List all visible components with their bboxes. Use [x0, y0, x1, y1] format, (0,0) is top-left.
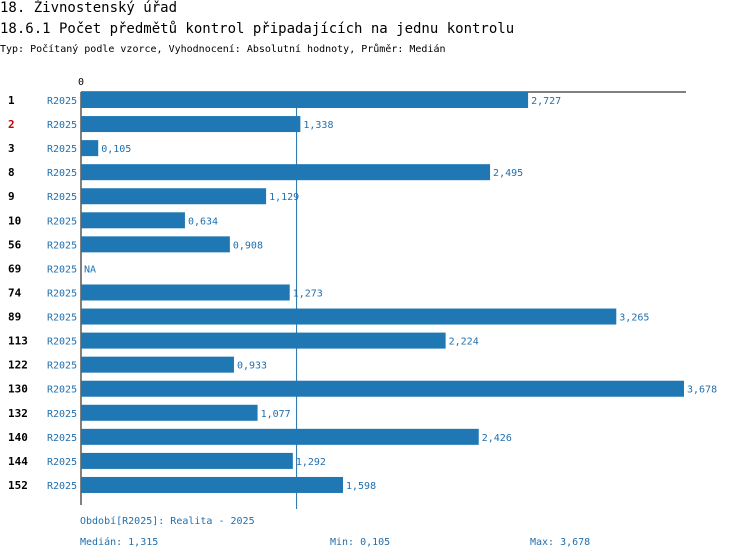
value-label: 1,292: [296, 457, 326, 468]
x-axis-zero-label: 0: [78, 77, 84, 88]
value-label: 3,265: [619, 313, 649, 324]
footer-max: Max: 3,678: [530, 537, 591, 548]
value-label: 1,598: [346, 481, 376, 492]
footer-median: Medián: 1,315: [80, 537, 159, 548]
category-label: 2: [8, 118, 15, 131]
bar: [81, 92, 529, 108]
series-label: R2025: [47, 481, 77, 492]
bar: [81, 476, 343, 493]
value-label: 1,338: [303, 120, 333, 131]
value-label: 0,908: [233, 240, 263, 251]
category-label: 144: [8, 455, 28, 468]
series-label: R2025: [47, 313, 77, 324]
category-label: 89: [8, 311, 21, 324]
series-label: R2025: [47, 361, 77, 372]
series-label: R2025: [47, 409, 77, 420]
series-label: R2025: [47, 433, 77, 444]
value-label: 3,678: [687, 385, 717, 396]
chart-title: 18. Živnostenský úřad: [0, 0, 178, 16]
category-label: 9: [8, 190, 15, 203]
category-label: 69: [8, 262, 21, 275]
value-label: 1,273: [293, 288, 323, 299]
value-label: 2,426: [482, 433, 512, 444]
footer-min: Min: 0,105: [330, 537, 391, 548]
category-label: 140: [8, 431, 28, 444]
chart-subtitle: 18.6.1 Počet předmětů kontrol připadajíc…: [0, 21, 515, 37]
series-label: R2025: [47, 120, 77, 131]
series-label: R2025: [47, 192, 77, 203]
series-label: R2025: [47, 96, 77, 107]
value-label: 1,077: [261, 409, 291, 420]
series-label: R2025: [47, 144, 77, 155]
value-label: 2,495: [493, 168, 523, 179]
bar: [81, 116, 301, 133]
category-label: 130: [8, 383, 28, 396]
bar: [81, 188, 267, 205]
category-label: 132: [8, 407, 28, 420]
series-label: R2025: [47, 337, 77, 348]
chart-type-line: Typ: Počítaný podle vzorce, Vyhodnocení:…: [0, 44, 446, 55]
value-label: 0,933: [237, 361, 267, 372]
bar: [81, 164, 491, 181]
category-label: 122: [8, 359, 28, 372]
category-label: 56: [8, 238, 22, 251]
bar: [81, 140, 99, 157]
series-label: R2025: [47, 264, 77, 275]
series-label: R2025: [47, 288, 77, 299]
category-label: 113: [8, 335, 28, 348]
value-label: 1,129: [269, 192, 299, 203]
series-label: R2025: [47, 457, 77, 468]
bar: [81, 332, 446, 349]
bar: [81, 428, 479, 445]
bar: [81, 404, 258, 421]
bar: [81, 308, 617, 325]
value-label: 2,224: [449, 337, 479, 348]
value-label: 0,105: [101, 144, 131, 155]
bar: [81, 284, 290, 301]
bar: [81, 452, 293, 469]
category-label: 1: [8, 94, 15, 107]
series-label: R2025: [47, 240, 77, 251]
series-label: R2025: [47, 385, 77, 396]
value-label: 0,634: [188, 216, 218, 227]
footer-period: Období[R2025]: Realita - 2025: [80, 516, 255, 527]
series-label: R2025: [47, 168, 77, 179]
bar: [81, 212, 185, 229]
bar: [81, 356, 234, 373]
value-label: NA: [84, 264, 96, 275]
category-label: 74: [8, 286, 22, 299]
category-label: 152: [8, 479, 28, 492]
series-label: R2025: [47, 216, 77, 227]
bar: [81, 380, 684, 397]
value-label: 2,727: [531, 96, 561, 107]
category-label: 10: [8, 214, 21, 227]
category-label: 8: [8, 166, 15, 179]
bar: [81, 236, 230, 253]
category-label: 3: [8, 142, 15, 155]
